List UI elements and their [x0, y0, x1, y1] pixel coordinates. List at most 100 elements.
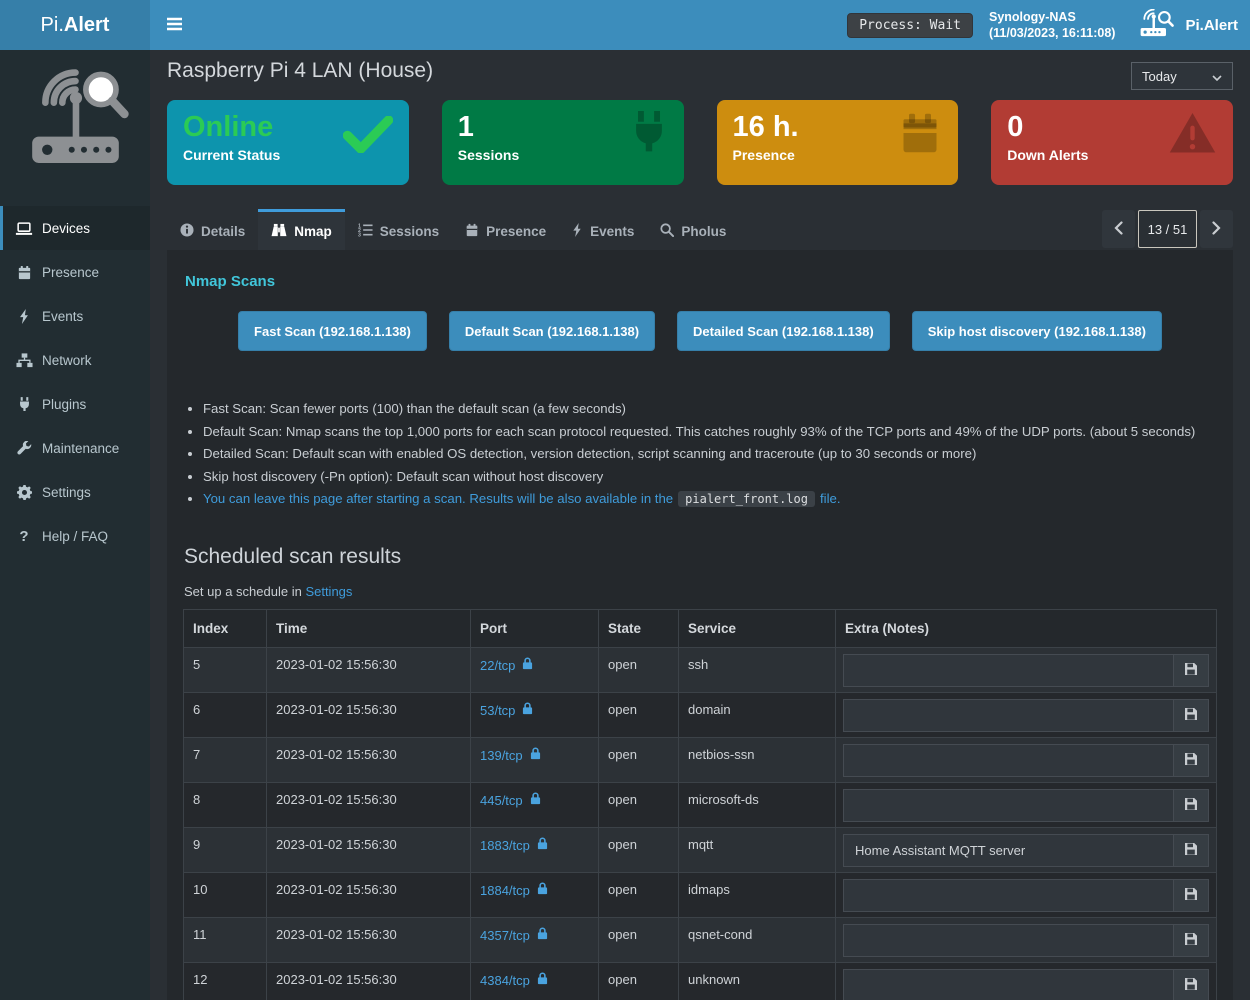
save-note-button[interactable] [1173, 654, 1209, 687]
lock-icon [537, 837, 548, 853]
cell-service: microsoft-ds [678, 782, 836, 828]
save-note-button[interactable] [1173, 789, 1209, 822]
sidebar-item-plugins[interactable]: Plugins [0, 382, 150, 426]
port-label: 22/tcp [480, 657, 516, 673]
note-input-group [843, 969, 1209, 1000]
router-scanner-icon [1139, 8, 1175, 42]
cell-service: netbios-ssn [678, 737, 836, 783]
time-range-select[interactable]: Today [1131, 62, 1233, 90]
note-input[interactable] [843, 654, 1173, 687]
card-presence: 16 h. Presence [716, 100, 959, 185]
note-input[interactable] [843, 789, 1173, 822]
card-value: 0 [1007, 111, 1024, 143]
prev-device-button[interactable] [1102, 210, 1135, 248]
schedule-hint-text: Set up a schedule in [184, 584, 302, 599]
host-timestamp: (11/03/2023, 16:11:08) [988, 26, 1116, 40]
settings-link[interactable]: Settings [305, 584, 353, 599]
save-note-button[interactable] [1173, 924, 1209, 957]
floppy-save-icon [1184, 662, 1198, 679]
save-note-button[interactable] [1173, 834, 1209, 867]
save-note-button[interactable] [1173, 744, 1209, 777]
topbar-app-name: Pi.Alert [1185, 16, 1238, 34]
cell-extra-notes [835, 782, 1217, 828]
note-input-group [843, 744, 1209, 777]
port-link[interactable]: 445/tcp [480, 792, 541, 808]
tab-events[interactable]: Events [559, 209, 647, 250]
scheduled-results-title: Scheduled scan results [184, 545, 402, 568]
sidebar-item-settings[interactable]: Settings [0, 470, 150, 514]
table-body: 5 2023-01-02 15:56:30 22/tcp open ssh [183, 647, 1217, 1000]
main-content: Raspberry Pi 4 LAN (House) Today Online … [150, 50, 1250, 1000]
cell-time: 2023-01-02 15:56:30 [266, 872, 471, 918]
brand-logo[interactable]: Pi. Alert [0, 0, 150, 50]
note-input[interactable] [843, 699, 1173, 732]
port-link[interactable]: 139/tcp [480, 747, 541, 763]
table-row: 12 2023-01-02 15:56:30 4384/tcp open unk… [183, 962, 1217, 1000]
fast-scan-button[interactable]: Fast Scan (192.168.1.138) [238, 311, 427, 351]
sidebar: Devices Presence Events Network Plugins … [0, 50, 150, 1000]
port-link[interactable]: 22/tcp [480, 657, 533, 673]
card-value: 16 h. [732, 111, 799, 143]
sidebar-item-network[interactable]: Network [0, 338, 150, 382]
cell-time: 2023-01-02 15:56:30 [266, 647, 471, 693]
laptop-icon [15, 221, 33, 236]
note-input[interactable] [843, 924, 1173, 957]
note-input[interactable] [843, 744, 1173, 777]
sidebar-item-devices[interactable]: Devices [0, 206, 150, 250]
sidebar-item-label: Network [42, 352, 92, 368]
sidebar-item-label: Devices [42, 220, 91, 236]
note-input[interactable] [843, 834, 1173, 867]
port-link[interactable]: 4357/tcp [480, 927, 548, 943]
save-note-button[interactable] [1173, 969, 1209, 1000]
sidebar-item-maintenance[interactable]: Maintenance [0, 426, 150, 470]
next-device-button[interactable] [1200, 210, 1233, 248]
sidebar-item-events[interactable]: Events [0, 294, 150, 338]
sidebar-item-help-faq[interactable]: ? Help / FAQ [0, 514, 150, 558]
table-row: 9 2023-01-02 15:56:30 1883/tcp open mqtt [183, 827, 1217, 873]
tab-presence[interactable]: Presence [452, 209, 559, 250]
port-link[interactable]: 4384/tcp [480, 972, 548, 988]
tab-pholus[interactable]: Pholus [647, 209, 739, 250]
cell-index: 11 [183, 917, 267, 963]
note-input[interactable] [843, 969, 1173, 1000]
bolt-icon [15, 308, 33, 324]
tab-nmap[interactable]: Nmap [258, 209, 345, 250]
cell-extra-notes [835, 917, 1217, 963]
table-row: 8 2023-01-02 15:56:30 445/tcp open micro… [183, 782, 1217, 828]
card-down-alerts: 0 Down Alerts [991, 100, 1233, 185]
lock-icon [522, 657, 533, 673]
cell-state: open [598, 692, 679, 738]
port-link[interactable]: 1883/tcp [480, 837, 548, 853]
floppy-save-icon [1184, 797, 1198, 814]
sidebar-item-label: Events [42, 308, 84, 324]
skip-host-discovery-button[interactable]: Skip host discovery (192.168.1.138) [911, 311, 1162, 351]
table-row: 11 2023-01-02 15:56:30 4357/tcp open qsn… [183, 917, 1217, 963]
port-link[interactable]: 1884/tcp [480, 882, 548, 898]
calendar-icon [15, 265, 33, 280]
sidebar-toggle-button[interactable] [150, 0, 198, 50]
tab-details[interactable]: Details [167, 209, 258, 250]
cell-index: 10 [183, 872, 267, 918]
cell-time: 2023-01-02 15:56:30 [266, 827, 471, 873]
cell-port: 139/tcp [470, 737, 599, 783]
sidebar-item-presence[interactable]: Presence [0, 250, 150, 294]
floppy-save-icon [1184, 707, 1198, 724]
default-scan-button[interactable]: Default Scan (192.168.1.138) [448, 311, 656, 351]
svg-text:3: 3 [358, 232, 361, 236]
save-note-button[interactable] [1173, 699, 1209, 732]
note-input[interactable] [843, 879, 1173, 912]
save-note-button[interactable] [1173, 879, 1209, 912]
floppy-save-icon [1184, 932, 1198, 949]
log-note-suffix: file. [819, 491, 841, 506]
app-logo [0, 50, 150, 206]
tab-label: Nmap [294, 223, 332, 239]
detailed-scan-button[interactable]: Detailed Scan (192.168.1.138) [677, 311, 890, 351]
card-value: 1 [457, 111, 474, 143]
lock-icon [522, 702, 533, 718]
card-sessions: 1 Sessions [441, 100, 684, 185]
port-link[interactable]: 53/tcp [480, 702, 533, 718]
col-header-port: Port [470, 609, 599, 648]
process-status-badge[interactable]: Process: Wait [847, 12, 973, 38]
col-header-service: Service [678, 609, 836, 648]
